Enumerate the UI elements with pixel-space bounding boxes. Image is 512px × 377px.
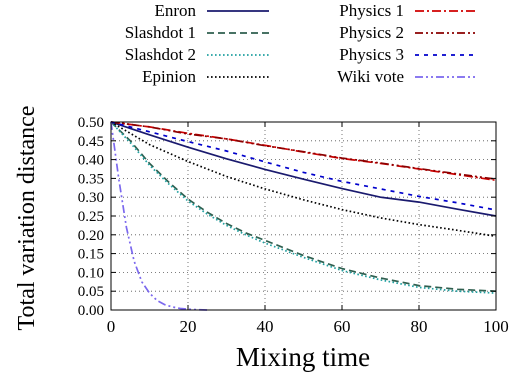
y-tick-label: 0.50 [78,115,104,131]
series-line-wiki-vote [110,121,208,311]
series-line-epinion [110,121,497,238]
y-tick-label: 0.35 [78,171,104,187]
x-tick-label: 20 [180,317,197,336]
legend-label-physics-2: Physics 2 [339,23,404,42]
series-line-enron [110,121,497,217]
x-axis-label: Mixing time [236,342,370,372]
series-line-slashdot-1 [110,121,497,293]
legend-label-wiki-vote: Wiki vote [337,67,404,86]
y-tick-label: 0.10 [78,265,104,281]
series-line-physics-3 [110,121,497,211]
legend-label-physics-3: Physics 3 [339,45,404,64]
legend: Enron Slashdot 1 Slashdot 2 Epinion Physics … [125,1,477,86]
y-tick-label: 0.00 [78,303,104,319]
y-tick-label: 0.20 [78,228,104,244]
y-tick-label: 0.05 [78,284,104,300]
legend-label-slashdot-1: Slashdot 1 [125,23,196,42]
legend-label-physics-1: Physics 1 [339,1,404,20]
legend-label-slashdot-2: Slashdot 2 [125,45,196,64]
series-lines [110,121,497,311]
y-tick-label: 0.45 [78,134,104,150]
series-line-slashdot-2 [110,121,497,294]
series-line-physics-2 [110,121,497,181]
y-tick-label: 0.25 [78,209,104,225]
gridlines [111,122,496,310]
y-tick-label: 0.30 [78,190,104,206]
y-tick-label: 0.15 [78,247,104,263]
x-tick-label: 60 [334,317,351,336]
y-axis-label: Total variation distance [14,106,40,331]
x-tick-label: 0 [107,317,116,336]
legend-label-enron: Enron [154,1,196,20]
axis-ticks: 0 20 40 60 80 100 0.00 0.05 0.10 0.15 0.20 0.25 0.30… [78,115,509,336]
x-tick-label: 40 [257,317,274,336]
x-tick-label: 80 [411,317,428,336]
x-tick-label: 100 [483,317,509,336]
legend-label-epinion: Epinion [142,67,196,86]
y-tick-label: 0.40 [78,153,104,169]
